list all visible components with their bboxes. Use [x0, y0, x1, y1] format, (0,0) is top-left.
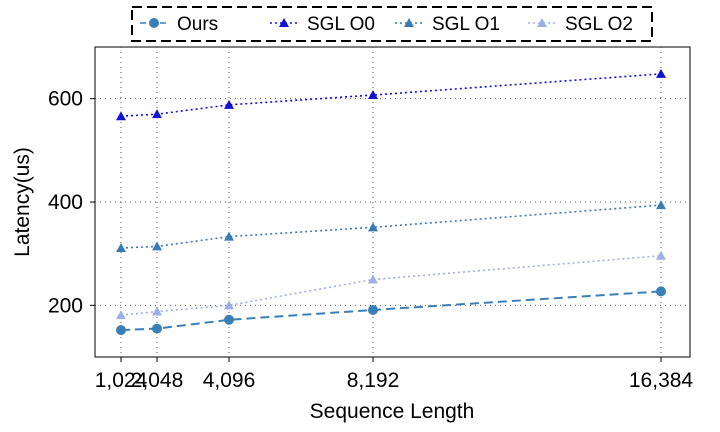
series-layer [116, 68, 666, 336]
legend-box [131, 6, 653, 42]
series-sgl-o2 [116, 250, 666, 320]
x-tick-label: 1,024 [95, 369, 148, 392]
x-tick-label: 8,192 [347, 369, 400, 392]
legend-label: Ours [177, 14, 218, 35]
data-point [152, 241, 162, 251]
data-point [224, 99, 234, 109]
data-point [368, 222, 378, 232]
data-point [152, 323, 162, 334]
y-tick-label: 600 [48, 88, 83, 111]
data-point [656, 200, 666, 210]
y-axis-title: Latency(us) [11, 147, 34, 257]
legend-label: SGL O1 [432, 14, 500, 35]
legend-marker [279, 18, 289, 27]
data-point [152, 109, 162, 119]
legend: Ours SGL O0 SGL O1 SGL O2 [131, 6, 653, 42]
y-tick-label: 400 [48, 191, 83, 214]
data-point [368, 274, 378, 284]
legend-entry: SGL O1 [395, 14, 500, 35]
data-point [116, 325, 126, 336]
data-point [116, 242, 126, 252]
legend-label: SGL O2 [565, 14, 633, 35]
data-point [224, 314, 234, 325]
x-axis-title: Sequence Length [310, 400, 475, 423]
series-sgl-o1 [116, 200, 666, 252]
legend-entry: Ours [140, 14, 218, 35]
series-sgl-o0 [116, 68, 666, 121]
data-point [116, 310, 126, 320]
series-ours [116, 286, 666, 336]
legend-entry: SGL O0 [270, 14, 375, 35]
legend-marker [537, 18, 547, 27]
data-point [656, 250, 666, 260]
legend-marker [149, 18, 159, 28]
x-tick-label: 16,384 [629, 369, 694, 392]
x-tick-label: 4,096 [203, 369, 256, 392]
data-point [152, 306, 162, 316]
data-point [656, 68, 666, 78]
data-point [656, 286, 666, 297]
legend-entry: SGL O2 [528, 14, 633, 35]
legend-marker [404, 18, 414, 27]
data-point [368, 90, 378, 100]
data-point [224, 300, 234, 310]
legend-label: SGL O0 [307, 14, 375, 35]
data-point [224, 231, 234, 241]
x-tick-label: 2,048 [131, 369, 184, 392]
y-tick-label: 200 [48, 294, 83, 317]
series-line [120, 254, 662, 316]
data-point [368, 304, 378, 315]
data-point [116, 111, 126, 121]
